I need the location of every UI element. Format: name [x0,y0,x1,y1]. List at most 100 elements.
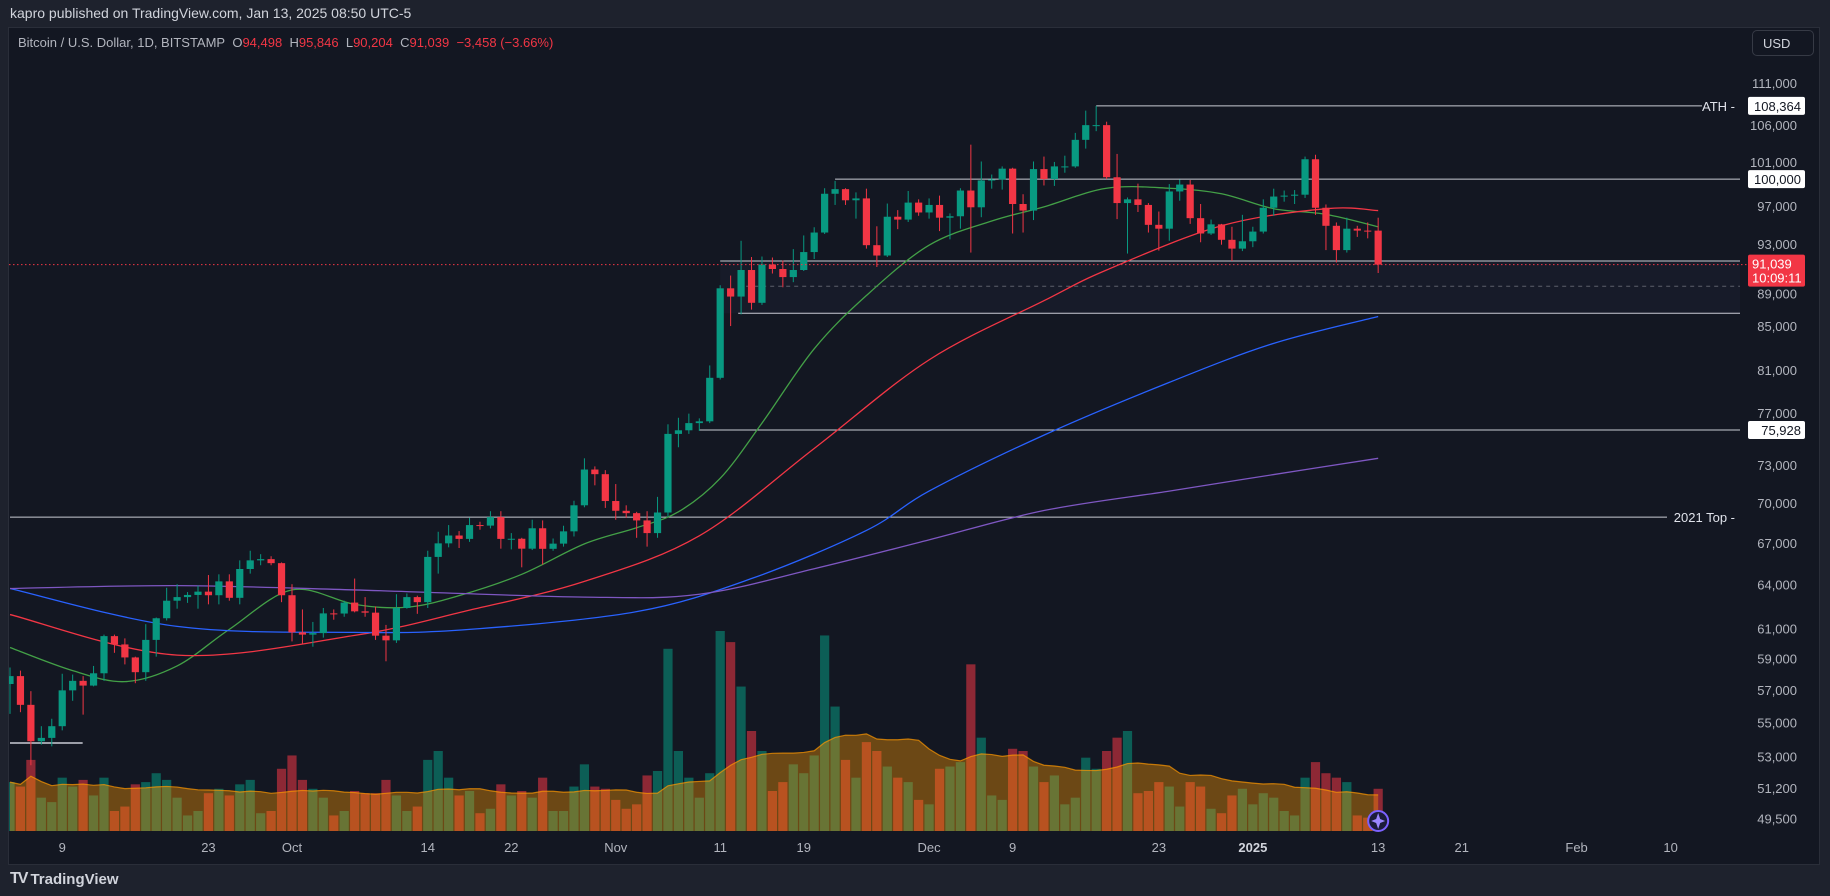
candle-body [716,288,724,378]
volume-bar [381,779,391,831]
volume-bar [1185,782,1195,831]
candle [392,594,401,643]
candle [810,227,818,260]
y-tick-label: 61,000 [1757,621,1797,636]
volume-bar [47,802,57,831]
candle [1353,225,1361,237]
x-tick-label: 9 [59,840,66,855]
y-tick-label: 106,000 [1750,118,1797,133]
candle-body [16,676,25,705]
candle [37,726,45,745]
ai-star-badge-icon[interactable] [1367,810,1390,832]
candle [591,466,599,486]
candle-body [664,433,672,513]
candle [131,656,139,684]
candle-body [392,607,401,641]
candle [110,634,119,653]
candle [1311,154,1320,215]
volume-bar [224,795,234,831]
volume-bar [339,811,349,831]
candle [988,174,996,189]
candle [1050,161,1058,186]
x-tick-label: 14 [421,840,435,855]
volume-bar [1122,731,1133,831]
candle [1009,167,1017,234]
candle [89,665,98,687]
candle-body [27,704,35,742]
candle-body [225,581,233,598]
candle [1155,211,1163,251]
candle [841,188,850,205]
candle [1364,222,1372,239]
candle [643,511,651,547]
candle-body [779,269,787,278]
volume-bar [266,811,276,831]
volume-bar [464,791,475,831]
close-value: 91,039 [409,35,450,50]
candle [539,520,547,565]
candle [779,260,787,288]
candle-body [1259,207,1267,232]
candle-body [956,190,965,217]
volume-bar [861,742,872,831]
candle-body [988,179,996,181]
candle [904,190,912,222]
currency-button[interactable]: USD [1752,30,1814,56]
candle [142,624,150,681]
level-label-2021-top: 2021 Top - [1674,510,1735,525]
x-tick-label: 19 [797,840,811,855]
volume-bar [809,755,819,831]
volume-bar [715,631,725,831]
chart-panel[interactable] [8,27,1820,865]
price-tag-round-100k [1748,170,1805,189]
level-label-ath: ATH - [1702,99,1735,114]
volume-bar [966,664,976,831]
candle-body [612,501,620,511]
volume-bar [57,777,67,831]
candle [1197,204,1205,243]
volume-bar [1279,811,1289,831]
candle-body [152,618,160,640]
x-tick-label: Dec [918,840,942,855]
candle [69,674,77,701]
candle [789,249,797,283]
candle [570,500,578,537]
candle-body [497,517,505,539]
candle-body [570,505,578,532]
candle [486,511,495,529]
candle [204,575,213,605]
candle [1144,203,1152,233]
volume-bar [548,811,558,831]
volume-bar [1039,782,1049,831]
y-tick-label: 51,200 [1757,781,1797,796]
candle-body [706,377,714,422]
candle-body [789,270,797,278]
candle-body [100,636,108,674]
volume-bar [642,775,652,831]
candle [935,195,944,232]
candle-body [904,202,912,220]
candle [257,554,265,566]
y-tick-label: 93,000 [1757,237,1797,252]
candle [727,275,735,327]
y-tick-label: 73,000 [1757,458,1797,473]
candle [946,213,954,240]
candle-body [967,190,975,208]
candle-body [695,421,703,424]
countdown-value: 10:09:11 [1752,271,1802,286]
tradingview-logo[interactable]: TV TradingView [10,870,119,888]
candle [1103,121,1111,180]
candle [1134,183,1142,213]
candle-body [1009,168,1017,205]
volume-bar [673,751,684,831]
x-tick-label: Nov [604,840,628,855]
volume-bar [88,795,99,831]
volume-bar [287,755,297,831]
volume-bar [193,811,203,831]
candle [1186,179,1194,224]
candle [1332,222,1340,263]
candle [695,418,703,431]
volume-bar [1164,786,1174,831]
volume-bar [705,773,715,831]
